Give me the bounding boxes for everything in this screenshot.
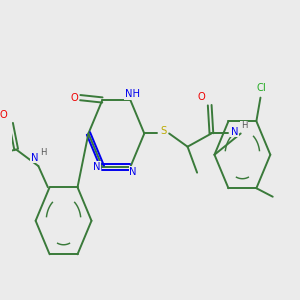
- Text: N: N: [31, 152, 38, 163]
- Text: N: N: [92, 162, 100, 172]
- Text: O: O: [0, 110, 8, 120]
- Text: H: H: [241, 122, 247, 130]
- Text: NH: NH: [124, 89, 140, 99]
- Text: O: O: [70, 93, 78, 103]
- Text: N: N: [129, 167, 137, 177]
- Text: Cl: Cl: [256, 83, 266, 93]
- Text: O: O: [197, 92, 205, 102]
- Text: H: H: [40, 148, 46, 157]
- Text: N: N: [231, 127, 238, 136]
- Text: S: S: [160, 126, 166, 136]
